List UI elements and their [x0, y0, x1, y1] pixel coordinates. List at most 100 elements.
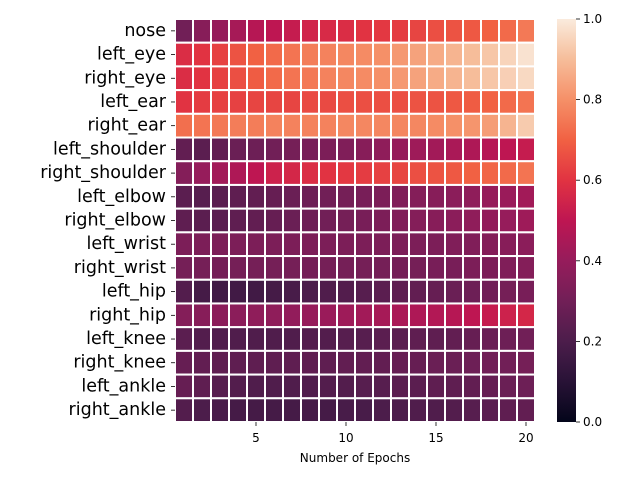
- heatmap-cell: [426, 136, 446, 163]
- heatmap-cell: [516, 349, 536, 376]
- heatmap-cell: [336, 373, 356, 400]
- heatmap-cell: [228, 349, 248, 376]
- heatmap-cell: [480, 41, 500, 68]
- heatmap-cell: [498, 183, 518, 210]
- heatmap-cell: [300, 278, 320, 305]
- heatmap-cell: [372, 18, 392, 44]
- heatmap-cell: [498, 278, 518, 305]
- heatmap-cell: [228, 278, 248, 305]
- heatmap-cell: [282, 373, 302, 400]
- heatmap-cell: [246, 207, 266, 234]
- heatmap-cell: [174, 349, 194, 376]
- row-label: left_shoulder: [53, 139, 167, 159]
- x-tick-label: 5: [252, 431, 260, 445]
- heatmap-cell: [318, 65, 338, 92]
- heatmap-cell: [264, 349, 284, 376]
- heatmap-cell: [264, 89, 284, 115]
- heatmap-cell: [264, 397, 284, 424]
- heatmap-cell: [354, 207, 374, 234]
- heatmap-cell: [192, 112, 212, 139]
- row-label: left_wrist: [87, 234, 167, 254]
- heatmap-cell: [354, 255, 374, 281]
- heatmap-cell: [480, 183, 500, 210]
- heatmap-cell: [264, 326, 284, 352]
- heatmap-cell: [174, 65, 194, 92]
- heatmap-cell: [228, 112, 248, 139]
- heatmap-cell: [354, 349, 374, 376]
- heatmap-cell: [282, 278, 302, 305]
- heatmap-cell: [174, 278, 194, 305]
- heatmap-cell: [462, 89, 482, 115]
- heatmap-cell: [336, 41, 356, 68]
- heatmap-cell: [516, 255, 536, 281]
- row-label: nose: [124, 21, 166, 41]
- heatmap-cell: [210, 326, 230, 352]
- row-label: right_knee: [73, 353, 166, 373]
- heatmap-cell: [498, 397, 518, 424]
- heatmap-cell: [264, 160, 284, 186]
- heatmap-cell: [174, 397, 194, 424]
- heatmap-cell: [210, 136, 230, 163]
- heatmap-cell: [408, 255, 428, 281]
- heatmap-cell: [372, 302, 392, 329]
- heatmap-cell: [210, 183, 230, 210]
- heatmap-cell: [192, 278, 212, 305]
- heatmap-cell: [462, 112, 482, 139]
- heatmap-cell: [408, 349, 428, 376]
- heatmap-cell: [480, 326, 500, 352]
- heatmap-cell: [282, 41, 302, 68]
- colorbar-ticks: 0.0 0.2 0.4 0.6 0.8 1.0: [576, 12, 602, 429]
- heatmap-cell: [174, 326, 194, 352]
- heatmap-cell: [318, 160, 338, 186]
- heatmap-cell: [192, 65, 212, 92]
- heatmap-cell: [192, 231, 212, 258]
- heatmap-cell: [246, 373, 266, 400]
- heatmap-cell: [318, 397, 338, 424]
- heatmap-cell: [300, 397, 320, 424]
- row-labels: nose left_eye right_eye left_ear right_earle…: [40, 21, 175, 420]
- heatmap-cell: [336, 160, 356, 186]
- heatmap-cell: [282, 160, 302, 186]
- heatmap-cell: [516, 373, 536, 400]
- heatmap-cell: [426, 89, 446, 115]
- heatmap-cell: [192, 18, 212, 44]
- heatmap-cell: [264, 278, 284, 305]
- heatmap-cell: [462, 18, 482, 44]
- heatmap-cell: [462, 349, 482, 376]
- heatmap-cell: [408, 65, 428, 92]
- row-label: left_eye: [97, 45, 166, 65]
- heatmap-cell: [354, 302, 374, 329]
- heatmap-cell: [354, 89, 374, 115]
- heatmap-cell: [444, 326, 464, 352]
- heatmap-cell: [336, 302, 356, 329]
- heatmap-cell: [516, 160, 536, 186]
- heatmap-cell: [390, 302, 410, 329]
- heatmap-cell: [300, 160, 320, 186]
- heatmap-cell: [444, 89, 464, 115]
- heatmap-cell: [372, 255, 392, 281]
- heatmap-cell: [444, 65, 464, 92]
- heatmap-cell: [372, 397, 392, 424]
- heatmap-cell: [408, 112, 428, 139]
- heatmap-cell: [192, 349, 212, 376]
- heatmap-cell: [174, 89, 194, 115]
- heatmap-cell: [246, 41, 266, 68]
- heatmap-cell: [480, 397, 500, 424]
- heatmap-cell: [336, 397, 356, 424]
- heatmap-cell: [480, 255, 500, 281]
- heatmap-cell: [516, 302, 536, 329]
- heatmap-cell: [372, 326, 392, 352]
- row-label: right_eye: [84, 68, 166, 88]
- heatmap-cell: [246, 183, 266, 210]
- heatmap-cell: [426, 302, 446, 329]
- heatmap-cell: [516, 65, 536, 92]
- heatmap-cell: [246, 397, 266, 424]
- heatmap-cell: [264, 373, 284, 400]
- heatmap-cell: [390, 373, 410, 400]
- heatmap-cell: [228, 302, 248, 329]
- heatmap-cell: [408, 41, 428, 68]
- heatmap-cell: [228, 18, 248, 44]
- heatmap-cell: [516, 112, 536, 139]
- heatmap-cell: [210, 112, 230, 139]
- heatmap-cell: [498, 326, 518, 352]
